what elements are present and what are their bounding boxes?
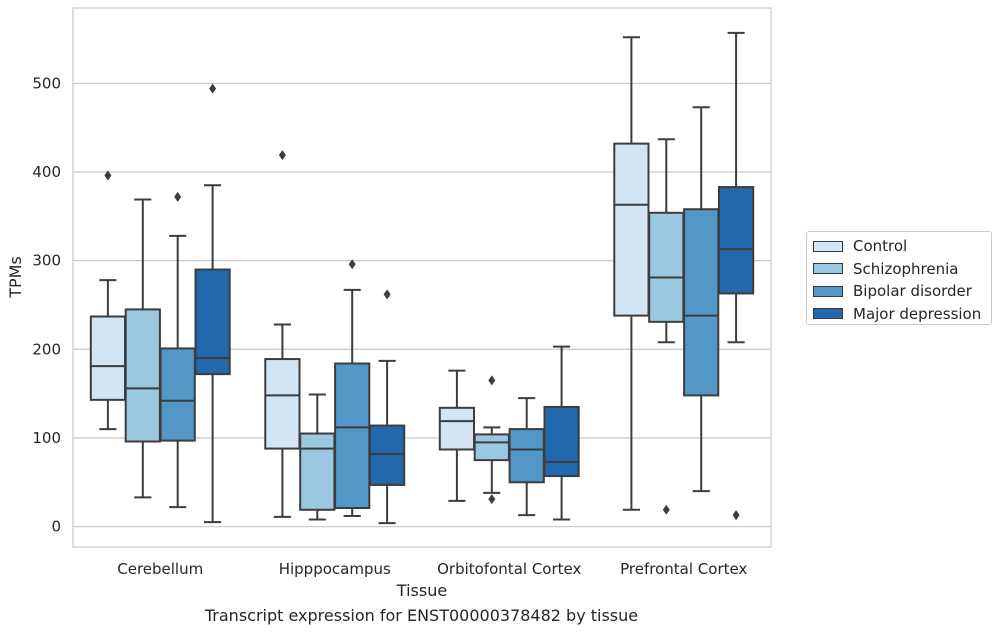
legend-swatch bbox=[813, 263, 843, 275]
box bbox=[264, 358, 301, 450]
box-group bbox=[124, 198, 161, 499]
box bbox=[717, 186, 755, 295]
x-tick-label: Prefrontal Cortex bbox=[620, 560, 747, 578]
box bbox=[299, 432, 336, 511]
box-group bbox=[543, 345, 580, 521]
box-group bbox=[438, 369, 476, 502]
outlier-point bbox=[662, 504, 670, 515]
x-tick-labels: Cerebellum Hipppocampus Orbitofontal Corte… bbox=[117, 560, 747, 578]
outlier-point bbox=[732, 510, 740, 521]
box bbox=[473, 433, 510, 462]
outlier-point bbox=[209, 83, 217, 94]
box bbox=[124, 308, 161, 443]
box-group bbox=[683, 106, 720, 493]
box bbox=[368, 424, 406, 486]
y-tick-label: 500 bbox=[32, 74, 61, 92]
y-tick-label: 0 bbox=[51, 518, 61, 536]
outlier-point bbox=[383, 289, 391, 300]
x-tick-label: Hipppocampus bbox=[279, 560, 391, 578]
legend-swatch bbox=[813, 285, 843, 297]
box-group bbox=[194, 83, 231, 524]
box-group bbox=[368, 289, 406, 525]
outlier-point bbox=[488, 494, 496, 505]
y-tick-label: 400 bbox=[32, 163, 61, 181]
box bbox=[194, 268, 231, 376]
box bbox=[508, 428, 545, 484]
outlier-point bbox=[278, 150, 286, 161]
x-tick-label: Orbitofontal Cortex bbox=[437, 560, 581, 578]
y-tick-label: 300 bbox=[32, 252, 61, 270]
legend-item: Schizophrenia bbox=[813, 258, 991, 281]
outlier-point bbox=[174, 191, 182, 202]
box bbox=[159, 347, 196, 442]
y-tick-label: 200 bbox=[32, 340, 61, 358]
box bbox=[543, 405, 580, 478]
x-tick-label: Cerebellum bbox=[117, 560, 203, 578]
box bbox=[89, 315, 127, 401]
box bbox=[334, 362, 371, 509]
box bbox=[613, 142, 650, 317]
legend-item: Bipolar disorder bbox=[813, 280, 991, 303]
box-group bbox=[508, 397, 545, 517]
box bbox=[683, 208, 720, 397]
x-axis-label: Tissue bbox=[396, 581, 447, 600]
legend-label: Major depression bbox=[853, 304, 982, 323]
outlier-point bbox=[104, 170, 112, 181]
box-group bbox=[299, 393, 336, 521]
box-group bbox=[717, 31, 755, 521]
legend: Control Schizophrenia Bipolar disorder Majo… bbox=[806, 231, 992, 325]
legend-label: Control bbox=[853, 237, 908, 256]
legend-swatch bbox=[813, 308, 843, 320]
outlier-point bbox=[348, 259, 356, 270]
figure-caption: Transcript expression for ENST0000037848… bbox=[204, 606, 639, 625]
y-axis-label: TPMs bbox=[6, 256, 25, 299]
legend-item: Major depression bbox=[813, 303, 991, 326]
y-tick-labels: 0 100 200 300 400 500 bbox=[32, 74, 61, 535]
box bbox=[648, 211, 685, 323]
legend-label: Bipolar disorder bbox=[853, 282, 972, 301]
y-tick-label: 100 bbox=[32, 429, 61, 447]
box-group bbox=[648, 138, 685, 515]
legend-swatch bbox=[813, 240, 843, 252]
outlier-point bbox=[488, 375, 496, 386]
box-group bbox=[159, 191, 196, 509]
legend-item: Control bbox=[813, 235, 991, 258]
box bbox=[438, 406, 476, 451]
box-group bbox=[264, 150, 301, 518]
legend-label: Schizophrenia bbox=[853, 259, 959, 278]
box-group bbox=[89, 170, 127, 431]
box-group bbox=[613, 36, 650, 511]
box-series bbox=[89, 31, 755, 525]
